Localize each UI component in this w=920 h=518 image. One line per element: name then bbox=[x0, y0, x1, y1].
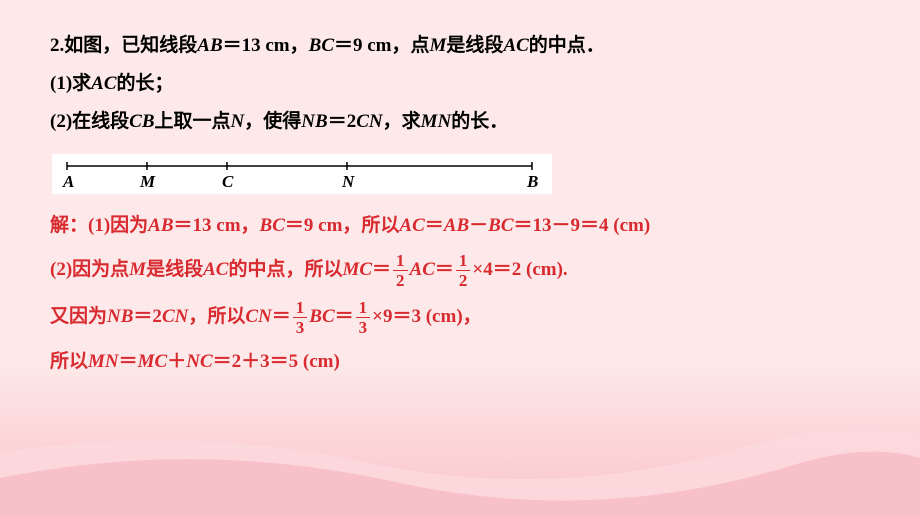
text: ＝13 cm， bbox=[223, 35, 309, 56]
var-cb: CB bbox=[129, 111, 154, 132]
text: ＝9 cm，点 bbox=[334, 35, 430, 56]
text: ×4＝2 (cm). bbox=[472, 254, 567, 285]
var: NB bbox=[107, 301, 133, 332]
var: NC bbox=[186, 346, 212, 377]
text: 上取一点 bbox=[155, 111, 231, 132]
var-n: N bbox=[231, 111, 245, 132]
numerator: 1 bbox=[393, 252, 408, 270]
numerator: 1 bbox=[293, 299, 308, 317]
text: ＋ bbox=[167, 346, 186, 377]
problem-line-1: 2.如图，已知线段AB＝13 cm，BC＝9 cm，点M是线段AC的中点． bbox=[50, 28, 870, 64]
segment-figure: A M C N B bbox=[52, 154, 552, 194]
text: ＝13 cm， bbox=[174, 210, 260, 241]
text: ＝ bbox=[372, 254, 391, 285]
text: ＝2 bbox=[133, 301, 162, 332]
label-m: M bbox=[139, 172, 156, 191]
denominator: 3 bbox=[293, 317, 308, 336]
text: ＝ bbox=[425, 210, 444, 241]
var-m: M bbox=[430, 35, 447, 56]
var: AC bbox=[399, 210, 424, 241]
text: ＝ bbox=[335, 301, 354, 332]
var: BC bbox=[488, 210, 513, 241]
solution-line-4: 所以 MN＝MC＋NC＝2＋3＝5 (cm) bbox=[50, 346, 870, 377]
label-a: A bbox=[62, 172, 74, 191]
text: － bbox=[469, 210, 488, 241]
var: M bbox=[129, 254, 146, 285]
text: 所以 bbox=[50, 346, 88, 377]
text: ×9＝3 (cm)， bbox=[372, 301, 482, 332]
text: 解：(1)因为 bbox=[50, 210, 148, 241]
text: 是线段 bbox=[146, 254, 203, 285]
text: ＝ bbox=[435, 254, 454, 285]
solution-line-3: 又因为 NB＝2CN，所以 CN＝13 BC＝13 ×9＝3 (cm)， bbox=[50, 299, 870, 336]
var: AB bbox=[148, 210, 173, 241]
var: AC bbox=[410, 254, 435, 285]
text: 的长； bbox=[117, 73, 174, 94]
fraction-third: 13 bbox=[293, 299, 308, 336]
var-mn: MN bbox=[421, 111, 452, 132]
text: ＝13－9＝4 (cm) bbox=[514, 210, 651, 241]
var-ac: AC bbox=[503, 35, 528, 56]
label-n: N bbox=[341, 172, 355, 191]
solution-line-2: (2)因为点 M 是线段 AC 的中点，所以 MC＝12 AC＝12 ×4＝2 … bbox=[50, 252, 870, 289]
var: MC bbox=[342, 254, 372, 285]
denominator: 2 bbox=[456, 270, 471, 289]
var: MN bbox=[88, 346, 119, 377]
numerator: 1 bbox=[356, 299, 371, 317]
var: BC bbox=[260, 210, 285, 241]
text: ＝ bbox=[272, 301, 291, 332]
segment-svg: A M C N B bbox=[52, 154, 552, 194]
var: AB bbox=[444, 210, 469, 241]
text: 的中点． bbox=[529, 35, 605, 56]
text: 2.如图，已知线段 bbox=[50, 35, 197, 56]
var-nb: NB bbox=[301, 111, 327, 132]
denominator: 2 bbox=[393, 270, 408, 289]
var: BC bbox=[309, 301, 334, 332]
text: (2)因为点 bbox=[50, 254, 129, 285]
text: ＝2＋3＝5 (cm) bbox=[213, 346, 340, 377]
solution-line-1: 解：(1)因为 AB＝13 cm，BC＝9 cm，所以 AC＝AB－BC＝13－… bbox=[50, 210, 870, 241]
text: ＝2 bbox=[328, 111, 357, 132]
problem-q1: (1)求AC的长； bbox=[50, 66, 870, 102]
denominator: 3 bbox=[356, 317, 371, 336]
text: ＝9 cm，所以 bbox=[285, 210, 400, 241]
var-cn: CN bbox=[356, 111, 382, 132]
text: (2)在线段 bbox=[50, 111, 129, 132]
fraction-half: 12 bbox=[393, 252, 408, 289]
decorative-curve bbox=[0, 408, 920, 518]
text: (1)求 bbox=[50, 73, 91, 94]
fraction-third: 13 bbox=[356, 299, 371, 336]
text: ，使得 bbox=[244, 111, 301, 132]
text: 是线段 bbox=[446, 35, 503, 56]
var: CN bbox=[162, 301, 188, 332]
text: 的长． bbox=[451, 111, 508, 132]
text: 又因为 bbox=[50, 301, 107, 332]
fraction-half: 12 bbox=[456, 252, 471, 289]
var: AC bbox=[203, 254, 228, 285]
text: ，求 bbox=[383, 111, 421, 132]
numerator: 1 bbox=[456, 252, 471, 270]
var-ab: AB bbox=[197, 35, 222, 56]
label-b: B bbox=[526, 172, 538, 191]
solution-block: 解：(1)因为 AB＝13 cm，BC＝9 cm，所以 AC＝AB－BC＝13－… bbox=[50, 210, 870, 377]
problem-q2: (2)在线段CB上取一点N，使得NB＝2CN，求MN的长． bbox=[50, 104, 870, 140]
label-c: C bbox=[222, 172, 234, 191]
var: CN bbox=[245, 301, 271, 332]
var-bc: BC bbox=[309, 35, 334, 56]
text: ＝ bbox=[119, 346, 138, 377]
page-content: 2.如图，已知线段AB＝13 cm，BC＝9 cm，点M是线段AC的中点． (1… bbox=[0, 0, 920, 377]
var-ac: AC bbox=[91, 73, 116, 94]
var: MC bbox=[138, 346, 168, 377]
text: ，所以 bbox=[188, 301, 245, 332]
text: 的中点，所以 bbox=[228, 254, 342, 285]
